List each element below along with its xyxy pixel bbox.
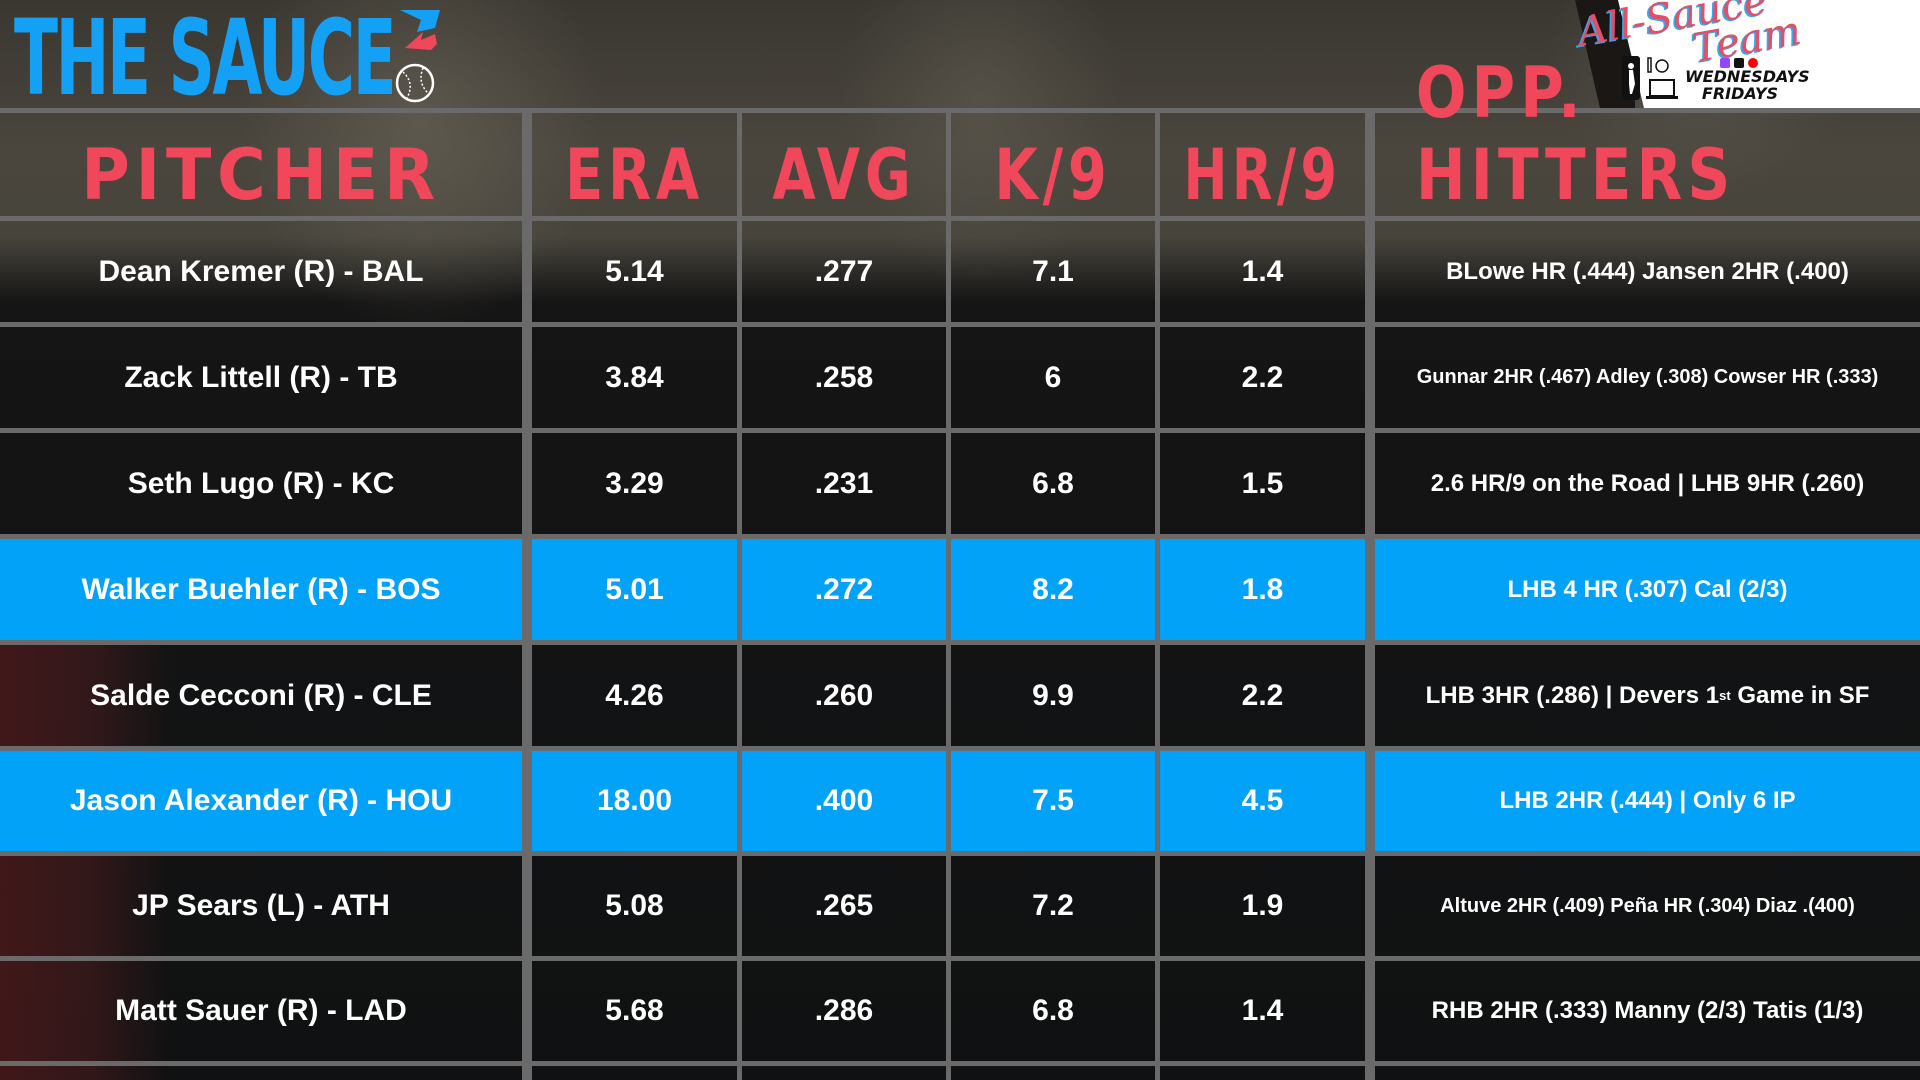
background-red-glow <box>0 640 170 1080</box>
row-5-era: 4.26 <box>605 678 664 712</box>
youtube-icon <box>1748 58 1758 68</box>
row-3-k9: 6.8 <box>1032 466 1074 500</box>
row-8-k9: 6.8 <box>1032 994 1074 1027</box>
row-2-hr9: 2.2 <box>1241 360 1284 394</box>
row-1-k9: 7.1 <box>1032 254 1074 288</box>
row-6-avg: .400 <box>742 751 946 851</box>
promo-panel <box>1618 0 1920 108</box>
header-hr9: HR/9 <box>1183 134 1342 216</box>
header-k9: K/9 <box>994 134 1112 216</box>
row-5-hr9: 2.2 <box>1241 678 1284 712</box>
row-5-k9: 9.9 <box>1032 678 1074 712</box>
row-1-opp-hitters: BLowe HR (.444) Jansen 2HR (.400) <box>1446 257 1849 285</box>
row-1-era: 5.14 <box>605 254 664 288</box>
row-1-pitcher: Dean Kremer (R) - BAL <box>98 254 424 288</box>
row-3-opp-hitters: 2.6 HR/9 on the Road | LHB 9HR (.260) <box>1430 469 1865 497</box>
row-4-opp-hitters: LHB 4 HR (.307) Cal (2/3) <box>1375 539 1920 640</box>
row-3-pitcher: Seth Lugo (R) - KC <box>127 466 395 500</box>
row-3-hr9: 1.5 <box>1241 466 1284 500</box>
row-2-pitcher: Zack Littell (R) - TB <box>124 360 398 394</box>
row-6-hr9: 4.5 <box>1160 751 1365 851</box>
row-2-k9: 6 <box>1044 360 1062 394</box>
row-7-opp-hitters: Altuve 2HR (.409) Peña HR (.304) Diaz .(… <box>1440 894 1855 917</box>
header-opp-hitters: OPP. HITTERS <box>1415 52 1736 216</box>
social-icons <box>1720 58 1758 68</box>
promo-schedule: WEDNESDAYS FRIDAYS <box>1685 67 1810 103</box>
row-5-avg: .260 <box>814 678 874 712</box>
row-4-era: 5.01 <box>532 539 737 640</box>
row-8-avg: .286 <box>814 994 874 1027</box>
brand-logo: THE SAUCE <box>14 0 627 119</box>
row-1-hr9: 1.4 <box>1241 254 1284 288</box>
row-8-opp-hitters: RHB 2HR (.333) Manny (2/3) Tatis (1/3) <box>1431 997 1864 1024</box>
row-3-avg: .231 <box>814 466 874 500</box>
header-avg: AVG <box>772 134 916 216</box>
row-7-pitcher: JP Sears (L) - ATH <box>132 889 390 922</box>
row-4-k9: 8.2 <box>951 539 1155 640</box>
row-6-era: 18.00 <box>532 751 737 851</box>
row-2-era: 3.84 <box>605 360 664 394</box>
row-6-pitcher: Jason Alexander (R) - HOU <box>0 751 522 851</box>
bolt-baseball-icon <box>395 10 440 103</box>
row-7-hr9: 1.9 <box>1241 889 1284 922</box>
row-1-avg: .277 <box>814 254 874 288</box>
header-pitcher: PITCHER <box>81 134 441 216</box>
row-4-avg: .272 <box>742 539 946 640</box>
brand-title: THE SAUCE <box>14 0 397 119</box>
row-2-avg: .258 <box>814 360 874 394</box>
row-8-era: 5.68 <box>605 994 664 1027</box>
row-2-opp-hitters: Gunnar 2HR (.467) Adley (.308) Cowser HR… <box>1416 366 1879 388</box>
x-icon <box>1734 58 1744 68</box>
row-6-opp-hitters: LHB 2HR (.444) | Only 6 IP <box>1375 751 1920 851</box>
pitcher-stats-table: PITCHER ERA AVG K/9 HR/9 OPP. HITTERS De… <box>0 52 1920 1080</box>
header-era: ERA <box>564 134 705 216</box>
row-7-k9: 7.2 <box>1032 889 1074 922</box>
twitch-icon <box>1720 58 1730 68</box>
row-6-k9: 7.5 <box>951 751 1155 851</box>
row-3-era: 3.29 <box>605 466 664 500</box>
row-5-pitcher: Salde Cecconi (R) - CLE <box>90 678 432 712</box>
row-4-hr9: 1.8 <box>1160 539 1365 640</box>
row-8-hr9: 1.4 <box>1241 994 1284 1027</box>
nba-laptop-icons <box>1622 56 1678 100</box>
row-4-pitcher: Walker Buehler (R) - BOS <box>0 539 522 640</box>
row-7-era: 5.08 <box>605 889 664 922</box>
row-8-pitcher: Matt Sauer (R) - LAD <box>115 994 407 1027</box>
row-7-avg: .265 <box>814 889 874 922</box>
